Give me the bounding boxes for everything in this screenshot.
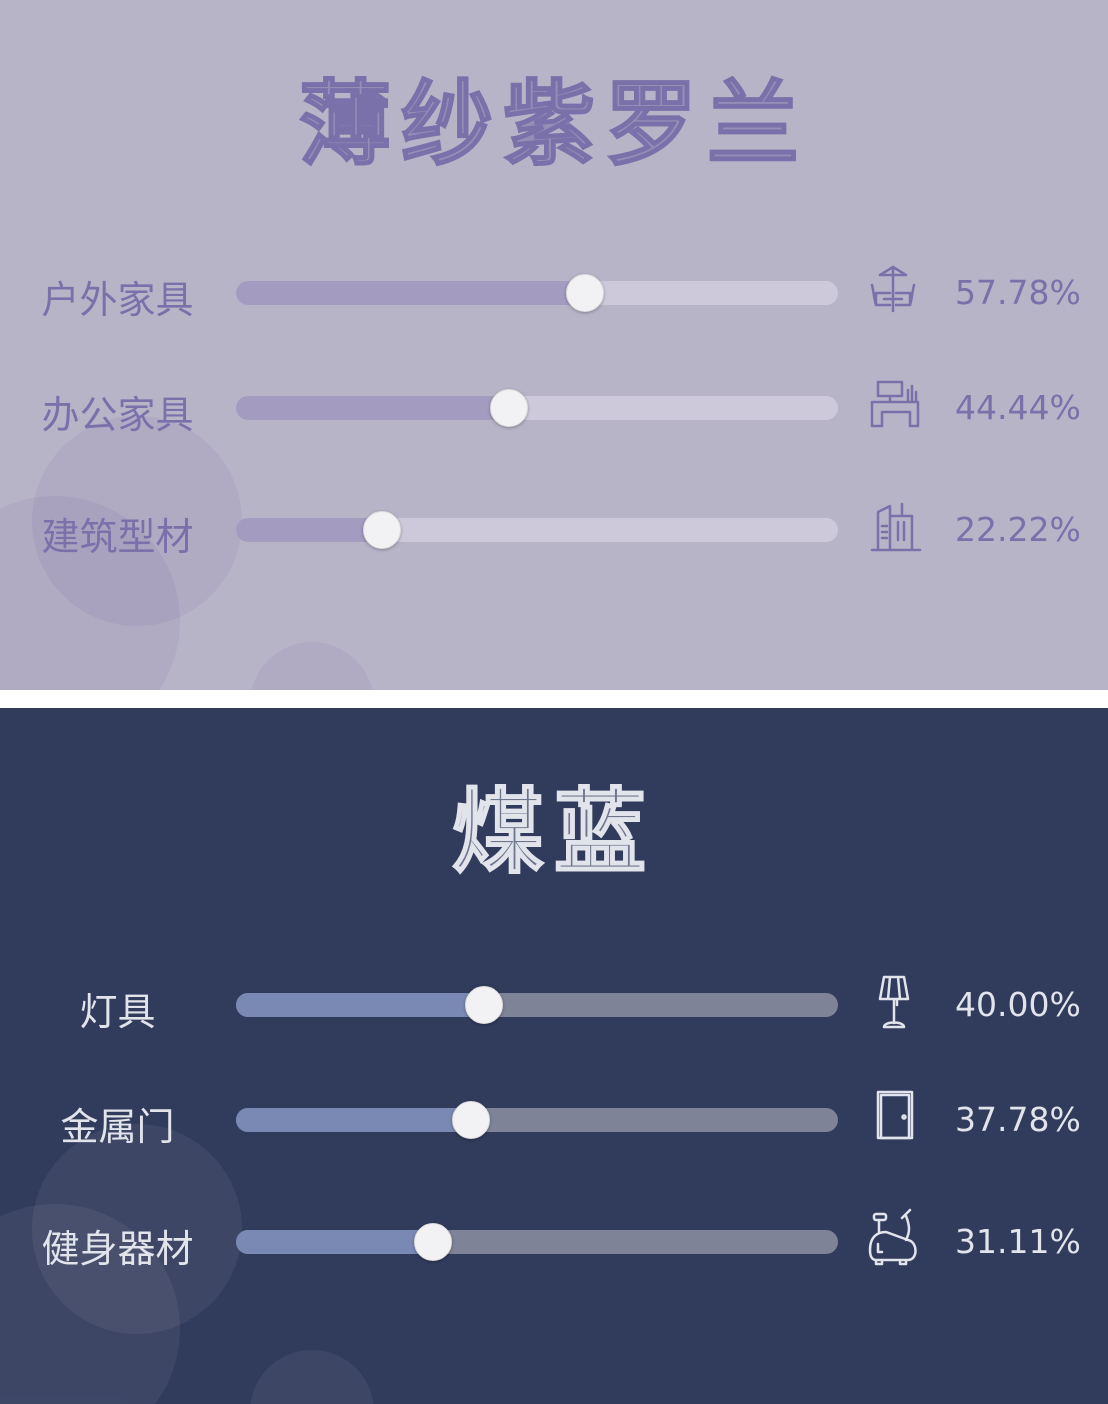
panel-lavender: 薄纱紫罗兰 户外家具 57.78% 办公家具 44.44% 建筑型材 22	[0, 0, 1108, 690]
slider-fill	[236, 396, 510, 420]
slider-handle[interactable]	[464, 986, 503, 1024]
slider-row: 金属门 37.78%	[0, 1090, 1108, 1150]
slider-row: 户外家具 57.78%	[0, 263, 1108, 323]
category-label: 健身器材	[41, 1227, 194, 1271]
percent-value: 37.78%	[955, 1100, 1081, 1139]
slider-handle[interactable]	[490, 389, 529, 427]
building-icon	[870, 502, 922, 552]
panel-title: 薄纱紫罗兰	[298, 70, 809, 179]
slider-track[interactable]	[236, 986, 838, 1024]
slider-track[interactable]	[236, 1101, 838, 1139]
lamp-icon	[878, 975, 910, 1029]
outdoor-furniture-icon	[870, 265, 916, 313]
percent-value: 31.11%	[955, 1222, 1081, 1261]
slider-handle[interactable]	[413, 1223, 452, 1261]
decorative-circle	[250, 642, 374, 690]
exercise-bike-icon	[868, 1208, 917, 1266]
slider-row: 建筑型材 22.22%	[0, 500, 1108, 560]
panel-title: 煤蓝	[451, 778, 656, 887]
percent-value: 22.22%	[955, 510, 1081, 549]
slider-track[interactable]	[236, 274, 838, 312]
slider-track[interactable]	[236, 389, 838, 427]
slider-fill	[236, 1230, 433, 1254]
percent-value: 44.44%	[955, 388, 1081, 427]
slider-track[interactable]	[236, 511, 838, 549]
category-label: 建筑型材	[41, 515, 194, 559]
slider-handle[interactable]	[452, 1101, 491, 1139]
percent-value: 57.78%	[955, 273, 1081, 312]
slider-row: 办公家具 44.44%	[0, 378, 1108, 438]
door-icon	[876, 1090, 914, 1140]
office-desk-icon	[870, 380, 920, 428]
slider-handle[interactable]	[566, 274, 605, 312]
slider-row: 健身器材 31.11%	[0, 1208, 1108, 1272]
slider-fill	[236, 281, 586, 305]
slider-fill	[236, 993, 484, 1017]
category-label: 金属门	[60, 1105, 175, 1149]
category-label: 户外家具	[41, 278, 194, 322]
percent-value: 40.00%	[955, 985, 1081, 1024]
category-label: 办公家具	[41, 393, 194, 437]
decorative-circle	[32, 1124, 242, 1334]
slider-fill	[236, 518, 383, 542]
category-label: 灯具	[79, 990, 156, 1034]
slider-handle[interactable]	[363, 511, 402, 549]
panel-coal-blue: 煤蓝 灯具 40.00% 金属门 37.78% 健身器材 31.11%	[0, 708, 1108, 1404]
slider-track[interactable]	[236, 1223, 838, 1261]
decorative-circle	[32, 416, 242, 626]
slider-row: 灯具 40.00%	[0, 975, 1108, 1035]
slider-fill	[236, 1108, 472, 1132]
decorative-circle	[250, 1350, 374, 1404]
